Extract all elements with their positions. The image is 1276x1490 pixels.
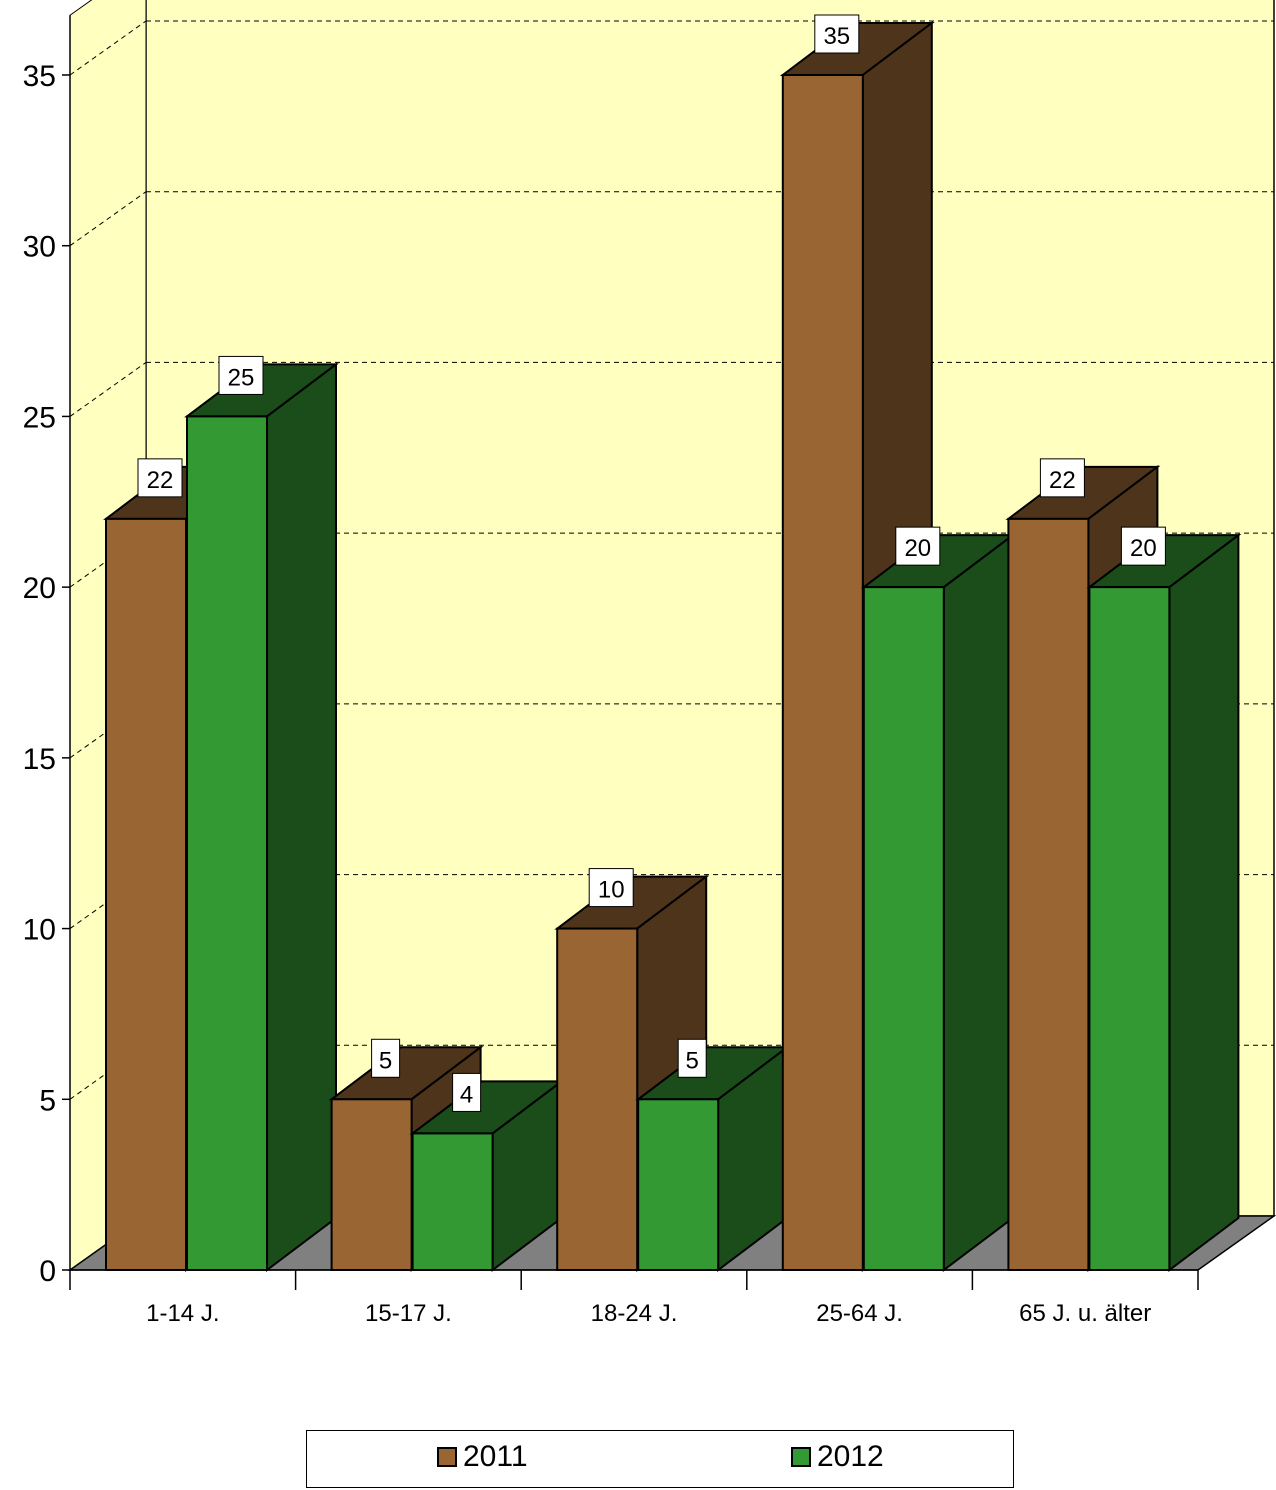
x-tick-label-65-j-u-lter: 65 J. u. älter (1019, 1300, 1151, 1327)
y-tick-label-25: 25 (23, 401, 56, 434)
y-tick-label-20: 20 (23, 572, 56, 605)
bars (103, 20, 1242, 1273)
y-tick-label-35: 35 (23, 60, 56, 93)
axes: 0 5 10 15 20 25 30 35 1-14 J. 15-17 J. 18-24 J. 25-… (23, 15, 1199, 1327)
x-tick-label-15-17-j: 15-17 J. (365, 1300, 452, 1327)
legend: 2011 2012 (306, 1430, 1014, 1488)
x-tick-label-25-64-j: 25-64 J. (816, 1300, 903, 1327)
data-label-box-2012-1-14-j (218, 355, 264, 395)
data-label-box-2011-25-64-j (814, 14, 860, 54)
bar-2012-15-17-j (409, 1079, 565, 1273)
bar-front (556, 927, 639, 1271)
data-label-box-2012-25-64-j (895, 526, 941, 566)
data-label-2011-15-17-j: 5 (379, 1047, 392, 1074)
legend-label-2012: 2012 (817, 1440, 884, 1473)
data-label-box-2011-1-14-j (137, 458, 183, 498)
bar-2012-18-24-j (635, 1045, 791, 1273)
data-labels: 22 25 5 4 10 5 35 20 22 20 (137, 14, 1166, 1112)
legend-item-2012: 2012 (791, 1440, 884, 1474)
data-label-box-2011-15-17-j (371, 1038, 401, 1078)
bar-front (330, 1098, 413, 1272)
y-tick-label-15: 15 (23, 743, 56, 776)
data-label-2012-15-17-j: 4 (460, 1081, 473, 1108)
bar-front (186, 415, 268, 1271)
bar-side (266, 362, 337, 1273)
bar-front (1007, 517, 1090, 1271)
bar-front (862, 586, 945, 1271)
bar-front (105, 517, 187, 1271)
data-label-box-2012-65-j-u-lter (1120, 526, 1166, 566)
bar-side (942, 533, 1014, 1273)
data-label-box-2011-18-24-j (588, 868, 634, 908)
y-tick-label-10: 10 (23, 914, 56, 947)
bar-front (637, 1098, 720, 1272)
bar-front (781, 74, 864, 1271)
x-tick-label-1-14-j: 1-14 J. (146, 1300, 219, 1327)
bar-front (1088, 586, 1171, 1271)
data-label-2012-18-24-j: 5 (686, 1047, 699, 1074)
gridline-side-35 (69, 20, 147, 76)
bar-2012-65-j-u-lter (1086, 533, 1242, 1273)
bar-chart: 0 5 10 15 20 25 30 35 1-14 J. 15-17 J. 18-24 J. 25-… (23, 0, 1276, 1327)
y-tick-label-5: 5 (39, 1084, 56, 1117)
gridline-side-25 (69, 362, 147, 417)
data-label-box-2012-15-17-j (452, 1072, 482, 1112)
legend-swatch-2011 (437, 1447, 457, 1467)
y-tick-label-30: 30 (23, 231, 56, 264)
data-label-box-2012-18-24-j (677, 1038, 707, 1078)
x-tick-label-18-24-j: 18-24 J. (591, 1300, 678, 1327)
bar-side (1168, 533, 1240, 1273)
data-label-2011-18-24-j: 10 (598, 877, 625, 904)
data-label-2012-1-14-j: 25 (228, 364, 255, 391)
gridline-side-30 (69, 191, 147, 247)
data-label-2011-25-64-j: 35 (823, 23, 850, 50)
legend-item-2011: 2011 (437, 1440, 528, 1474)
bar-front (411, 1132, 494, 1272)
legend-swatch-2012 (791, 1447, 811, 1467)
data-label-2012-25-64-j: 20 (904, 535, 931, 562)
y-tick-label-0: 0 (39, 1255, 56, 1288)
legend-label-2011: 2011 (463, 1440, 528, 1473)
data-label-box-2011-65-j-u-lter (1039, 458, 1085, 498)
data-label-2011-1-14-j: 22 (147, 467, 174, 494)
bar-2012-25-64-j (860, 533, 1016, 1273)
data-label-2012-65-j-u-lter: 20 (1130, 535, 1157, 562)
data-label-2011-65-j-u-lter: 22 (1049, 467, 1076, 494)
bar-2012-1-14-j (184, 362, 339, 1273)
